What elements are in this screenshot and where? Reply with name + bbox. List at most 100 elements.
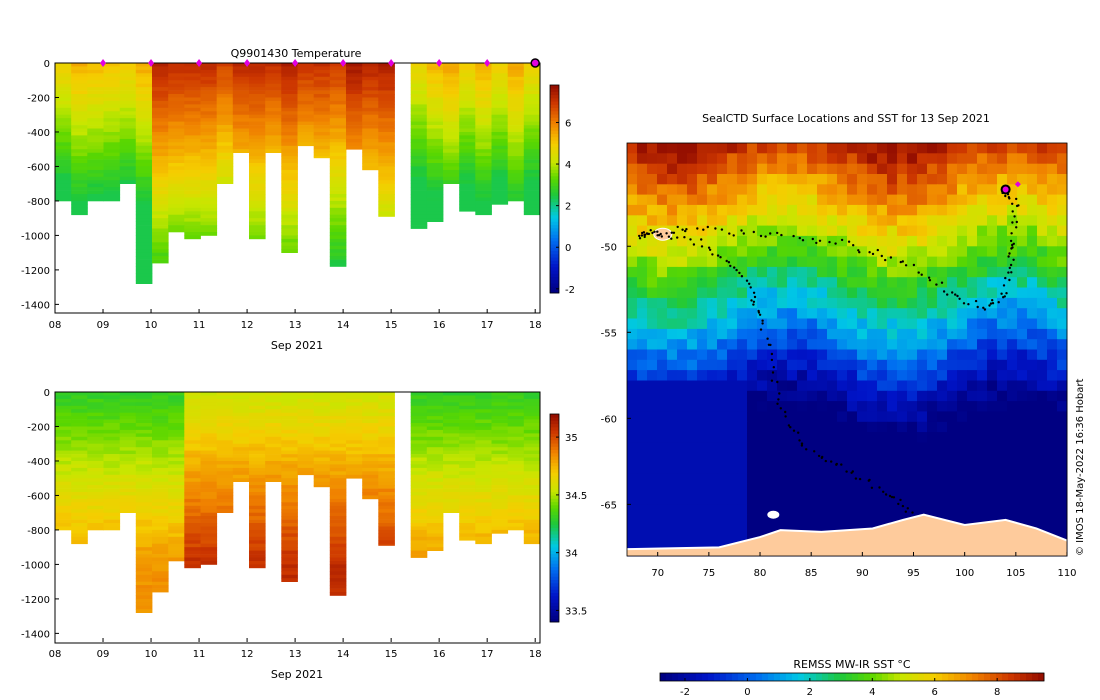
sst-cell: [827, 339, 838, 350]
profile-cell: [200, 423, 218, 427]
profile-cell: [249, 159, 266, 164]
profile-cell: [329, 564, 347, 569]
profile-cell: [475, 149, 492, 153]
profile-cell: [378, 142, 395, 147]
sst-cell: [917, 390, 928, 402]
profile-cell: [71, 118, 88, 122]
profile-cell: [184, 66, 201, 71]
sst-cell: [1017, 184, 1028, 196]
profile-cell: [281, 80, 298, 84]
profile-cell: [55, 478, 72, 482]
profile-cell: [491, 392, 509, 396]
profile-cell: [523, 132, 541, 136]
sst-cell: [987, 215, 998, 227]
profile-cell: [281, 156, 298, 160]
profile-cell: [378, 512, 395, 517]
profile-cell: [232, 138, 250, 143]
profile-cell: [329, 180, 347, 184]
sst-cell: [807, 390, 818, 402]
sst-cell: [1017, 225, 1028, 237]
sst-cell: [687, 194, 698, 206]
sst-cell: [857, 390, 868, 402]
sst-cell: [807, 277, 818, 288]
sst-cell: [687, 390, 698, 402]
profile-cell: [249, 121, 266, 126]
profile-cell: [297, 63, 315, 67]
sst-cell: [857, 370, 868, 381]
profile-cell: [313, 87, 331, 91]
sst-cell: [797, 194, 808, 206]
profile-cell: [103, 395, 121, 400]
profile-cell: [135, 481, 153, 486]
sst-cell: [997, 432, 1008, 443]
day-marker: [100, 59, 107, 67]
sst-cell: [1047, 163, 1058, 175]
profile-cell: [216, 156, 234, 160]
sst-cell: [1007, 256, 1018, 268]
profile-column: [378, 392, 395, 546]
sst-cell: [987, 174, 998, 185]
sst-cell: [657, 494, 668, 505]
sst-cell: [997, 370, 1008, 381]
sst-cell: [927, 277, 938, 288]
profile-cell: [281, 221, 298, 226]
profile-cell: [71, 471, 88, 476]
sst-cell: [957, 297, 968, 309]
sst-cell: [657, 287, 668, 299]
sst-cell: [917, 266, 928, 278]
profile-cell: [329, 228, 347, 233]
profile-cell: [523, 94, 541, 98]
profile-cell: [103, 90, 121, 95]
profile-cell: [200, 392, 218, 396]
sst-cell: [957, 174, 968, 185]
sst-cell: [687, 411, 698, 423]
sst-cell: [807, 297, 818, 309]
sst-cell: [917, 380, 928, 392]
profile-cell: [265, 464, 282, 469]
profile-cell: [216, 419, 234, 424]
sst-cell: [677, 494, 688, 505]
profile-cell: [119, 509, 137, 513]
sst-cell: [757, 421, 768, 433]
profile-cell: [297, 118, 315, 122]
profile-cell: [426, 214, 444, 219]
colorbar-segment: [550, 247, 559, 252]
sst-cell: [787, 215, 798, 227]
sst-cell: [647, 390, 658, 402]
profile-cell: [152, 588, 169, 593]
sst-cell: [737, 194, 748, 206]
profile-cell: [119, 461, 137, 465]
profile-cell: [55, 471, 72, 476]
colorbar-segment: [942, 673, 949, 681]
colorbar-tick-label: 2: [565, 202, 571, 213]
sst-cell: [1017, 401, 1028, 412]
sst-cell: [977, 390, 988, 402]
sst-cell: [757, 143, 768, 154]
profile-cell: [378, 409, 395, 413]
profile-cell: [410, 443, 428, 448]
profile-cell: [443, 464, 460, 469]
sst-cell: [727, 215, 738, 227]
sst-cell: [737, 204, 748, 216]
sst-cell: [647, 297, 658, 309]
sst-cell: [1047, 380, 1058, 392]
profile-cell: [265, 471, 282, 476]
sst-cell: [847, 225, 858, 237]
sst-cell: [697, 215, 708, 227]
profile-cell: [491, 121, 509, 126]
profile-cell: [426, 145, 444, 150]
profile-cell: [410, 97, 428, 102]
profile-cell: [232, 464, 250, 469]
profile-cell: [135, 66, 153, 71]
profile-cell: [249, 512, 266, 517]
profile-cell: [87, 485, 104, 489]
profile-cell: [249, 97, 266, 102]
sst-cell: [687, 204, 698, 216]
profile-cell: [152, 252, 169, 257]
profile-cell: [135, 461, 153, 465]
profile-cell: [443, 173, 460, 178]
profile-cell: [184, 83, 201, 88]
sst-cell: [897, 421, 908, 433]
track-point: [752, 300, 756, 303]
profile-cell: [410, 509, 428, 513]
